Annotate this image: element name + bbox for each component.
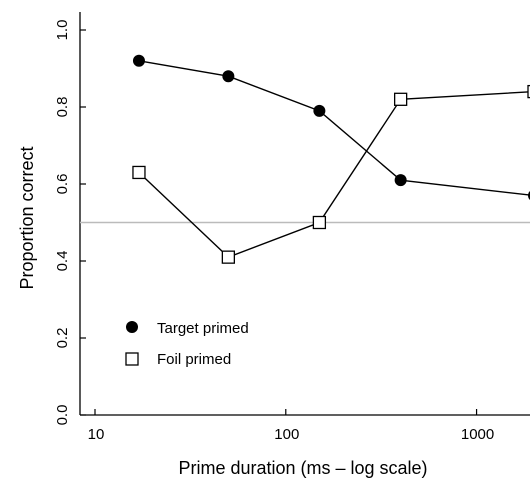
- data-point: [393, 92, 408, 106]
- series-0: [132, 54, 530, 201]
- x-axis-title: Prime duration (ms – log scale): [178, 458, 427, 478]
- data-point: [221, 250, 236, 264]
- series-1: [132, 84, 530, 264]
- y-ticks: 0.0 0.2 0.4 0.6 0.8 1.0: [54, 20, 86, 426]
- legend-foil-label: Foil primed: [157, 351, 231, 368]
- y-tick-label: 0.8: [54, 97, 71, 118]
- y-tick-label: 0.4: [54, 251, 71, 272]
- x-tick-label: 100: [274, 426, 299, 443]
- x-ticks: 10 100 1000: [88, 409, 494, 443]
- data-point: [312, 215, 327, 230]
- y-tick-label: 0.0: [54, 405, 71, 426]
- series-layer: [132, 54, 530, 264]
- legend-target-label: Target primed: [157, 320, 249, 337]
- y-tick-label: 0.6: [54, 174, 71, 195]
- y-tick-label: 0.2: [54, 328, 71, 349]
- series-line: [138, 60, 530, 196]
- data-point: [394, 174, 407, 187]
- x-tick-label: 1000: [461, 426, 494, 443]
- series-line: [138, 91, 530, 258]
- legend-target-marker: [126, 321, 138, 333]
- data-point: [132, 54, 145, 67]
- data-point: [222, 70, 235, 83]
- data-point: [313, 104, 326, 117]
- data-point: [527, 84, 530, 99]
- y-tick-label: 1.0: [54, 20, 71, 41]
- legend-foil-marker: [125, 352, 139, 366]
- data-point: [132, 165, 146, 180]
- y-axis-title: Proportion correct: [17, 146, 37, 289]
- legend: Target primed Foil primed: [125, 320, 249, 368]
- x-tick-label: 10: [88, 426, 105, 443]
